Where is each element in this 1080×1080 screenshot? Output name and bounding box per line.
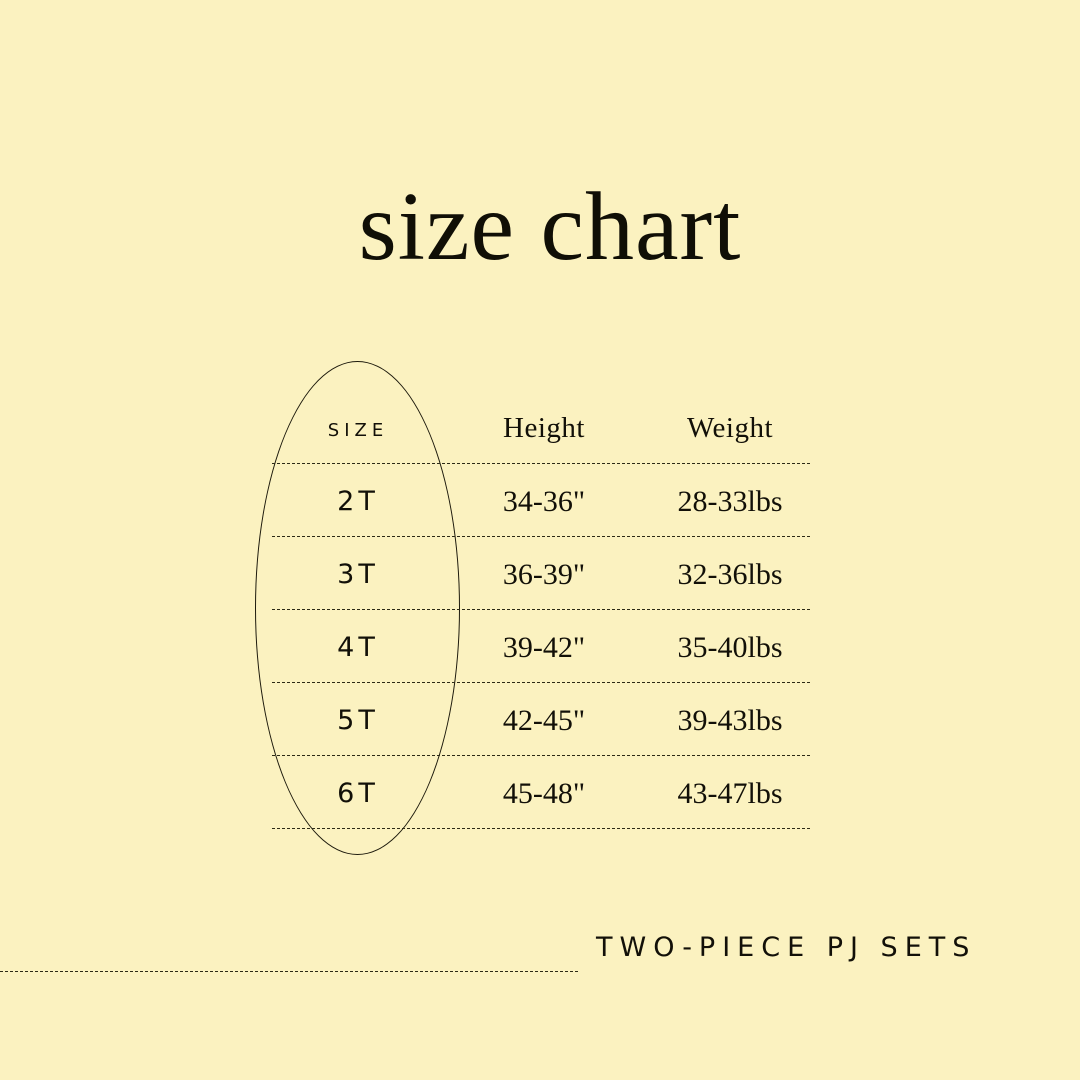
cell-height: 42-45": [502, 704, 586, 737]
footer-caption: TWO-PIECE PJ SETS: [596, 932, 977, 963]
cell-weight: 39-43lbs: [677, 704, 783, 737]
column-header-weight: Weight: [686, 412, 774, 444]
row-divider: [272, 463, 810, 464]
cell-size: 4T: [337, 632, 379, 663]
cell-size: 5T: [337, 705, 379, 736]
cell-weight: 35-40lbs: [677, 631, 783, 664]
table-header-row: Size Height Weight: [272, 392, 810, 465]
table-row: 6T 45-48" 43-47lbs: [272, 757, 810, 830]
table-row: 3T 36-39" 32-36lbs: [272, 538, 810, 611]
cell-weight: 43-47lbs: [677, 777, 783, 810]
cell-height: 34-36": [502, 485, 586, 518]
cell-size: 3T: [337, 559, 379, 590]
cell-height: 45-48": [502, 777, 586, 810]
footer-divider: [0, 971, 578, 972]
cell-size: 6T: [337, 778, 379, 809]
row-divider: [272, 682, 810, 683]
table-row: 4T 39-42" 35-40lbs: [272, 611, 810, 684]
row-divider: [272, 755, 810, 756]
cell-height: 39-42": [502, 631, 586, 664]
row-divider: [272, 536, 810, 537]
cell-size: 2T: [337, 486, 379, 517]
column-header-size: Size: [327, 413, 389, 443]
row-divider: [272, 828, 810, 829]
cell-weight: 32-36lbs: [677, 558, 783, 591]
cell-height: 36-39": [502, 558, 586, 591]
column-header-height: Height: [503, 412, 585, 444]
row-divider: [272, 609, 810, 610]
size-chart-table: Size Height Weight 2T 34-36" 28-33lbs 3T…: [272, 392, 810, 832]
page-title: size chart: [358, 173, 742, 281]
table-row: 2T 34-36" 28-33lbs: [272, 465, 810, 538]
cell-weight: 28-33lbs: [677, 485, 783, 518]
table-row: 5T 42-45" 39-43lbs: [272, 684, 810, 757]
